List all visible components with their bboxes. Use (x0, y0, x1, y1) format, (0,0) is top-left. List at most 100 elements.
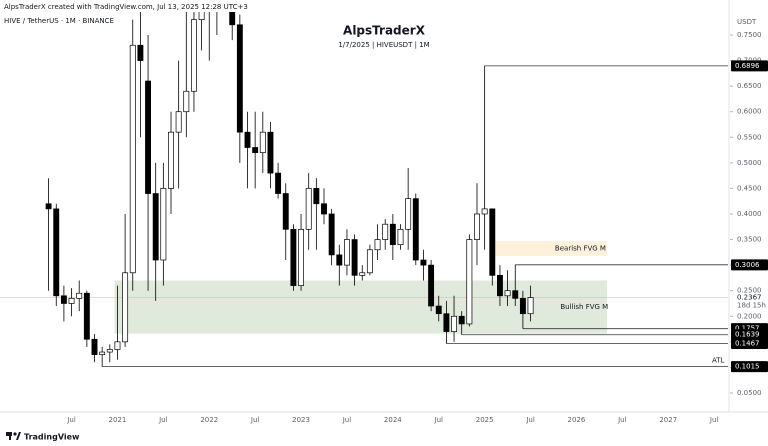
candle-body (428, 264, 435, 307)
candle-body (236, 24, 243, 133)
candle-body (152, 193, 159, 261)
symbol: HIVE / TetherUS · 1M · BINANCE (4, 17, 114, 25)
y-tick-label: 0.7500 (737, 31, 762, 39)
candle-body (137, 44, 144, 61)
level-tag (731, 60, 768, 72)
level-tag (731, 329, 768, 341)
candle-body (420, 259, 427, 266)
candle-body (60, 295, 67, 304)
x-tick-label: Jul (342, 416, 352, 424)
candle-body (435, 305, 442, 315)
x-tick-label: 2025 (476, 416, 494, 424)
candle-body (351, 239, 358, 276)
level-label: 0.1467 (735, 340, 760, 348)
candle-body (259, 131, 266, 153)
candle-body (198, 12, 205, 21)
y-tick-label: 0.2500 (737, 287, 762, 295)
candle-body (443, 313, 450, 332)
candle-body (229, 12, 236, 26)
x-tick-label: Jul (66, 416, 76, 424)
countdown: 18d 15h (737, 301, 766, 309)
plot (0, 12, 728, 368)
zone-label: Bearish FVG M (555, 245, 606, 253)
candle-body (405, 198, 412, 230)
y-tick-label: 0.0500 (737, 389, 762, 397)
candle-body (328, 213, 335, 256)
candle-body (519, 298, 526, 315)
x-tick-label: Jul (250, 416, 260, 424)
candle-body (91, 338, 98, 355)
candle-body (412, 198, 419, 261)
candle-body (290, 228, 297, 286)
zone-label: Bullish FVG M (560, 303, 608, 311)
candle-body (45, 203, 52, 210)
candle-body (275, 172, 282, 194)
candle-body (366, 249, 373, 274)
level-label: 0.1015 (735, 363, 760, 371)
x-tick-label: 2027 (659, 416, 677, 424)
y-tick-label: 0.2000 (737, 312, 762, 320)
x-tick-label: 2021 (109, 416, 127, 424)
y-tick-label: 0.6500 (737, 82, 762, 90)
candle-body (527, 297, 534, 315)
candle-body (53, 208, 60, 297)
annotation: ATL (712, 357, 725, 365)
candle-body (183, 90, 190, 113)
candle-body (267, 131, 274, 174)
candle-body (99, 351, 106, 355)
x-tick-label: Jul (434, 416, 444, 424)
level-label: 0.3006 (735, 261, 760, 269)
zone (489, 241, 608, 256)
x-tick-label: 2023 (292, 416, 310, 424)
x-tick-label: Jul (709, 416, 719, 424)
candle-body (504, 290, 511, 297)
candle-body (106, 349, 113, 353)
level-label: 0.1757 (735, 325, 760, 333)
x-tick-label: 2026 (568, 416, 586, 424)
y-tick-label: 0.5500 (737, 133, 762, 141)
candle-body (175, 111, 182, 133)
x-tick-label: 2024 (384, 416, 402, 424)
candle-body (76, 292, 83, 299)
credit: AlpsTraderX created with TradingView.com… (4, 3, 248, 11)
level-tag (731, 259, 768, 271)
candle-body (305, 188, 312, 230)
level-tag (731, 361, 768, 373)
candle-body (114, 341, 121, 350)
candle-body (397, 228, 404, 246)
candle-body (489, 208, 496, 276)
y-tick-label: 0.5000 (737, 159, 762, 167)
y-tick-label: 0.4500 (737, 184, 762, 192)
candle-body (252, 147, 259, 153)
candle-body (145, 80, 151, 194)
y-tick-label: 0.4000 (737, 210, 762, 218)
candle-body (129, 44, 136, 274)
candle-body (374, 239, 381, 251)
candle-body (122, 272, 129, 343)
candle-body (512, 290, 519, 299)
candle-body (481, 208, 488, 215)
candle-body (451, 315, 458, 332)
x-tick-label: Jul (158, 416, 168, 424)
chart-subtitle: 1/7/2025 | HIVEUSDT | 1M (338, 41, 429, 49)
candle-body (191, 19, 197, 92)
candle-body (68, 298, 75, 304)
candle-body (389, 223, 396, 246)
x-tick-label: Jul (525, 416, 535, 424)
candle-body (336, 254, 343, 266)
candle-body (497, 275, 503, 297)
candle-body (313, 188, 320, 205)
price-label: 0.2367 (737, 293, 762, 301)
candle-body (466, 239, 473, 325)
candle-body (83, 292, 90, 340)
candle-body (244, 131, 251, 148)
unit: USDT (737, 18, 757, 26)
zones: Bullish FVG M Bearish FVG M (114, 241, 608, 334)
candle-body (382, 223, 389, 240)
chart-title: AlpsTraderX (343, 24, 426, 38)
level-tag (731, 338, 768, 350)
candle-body (458, 315, 465, 325)
brand: TradingView (24, 433, 80, 442)
candle-body (359, 272, 366, 276)
